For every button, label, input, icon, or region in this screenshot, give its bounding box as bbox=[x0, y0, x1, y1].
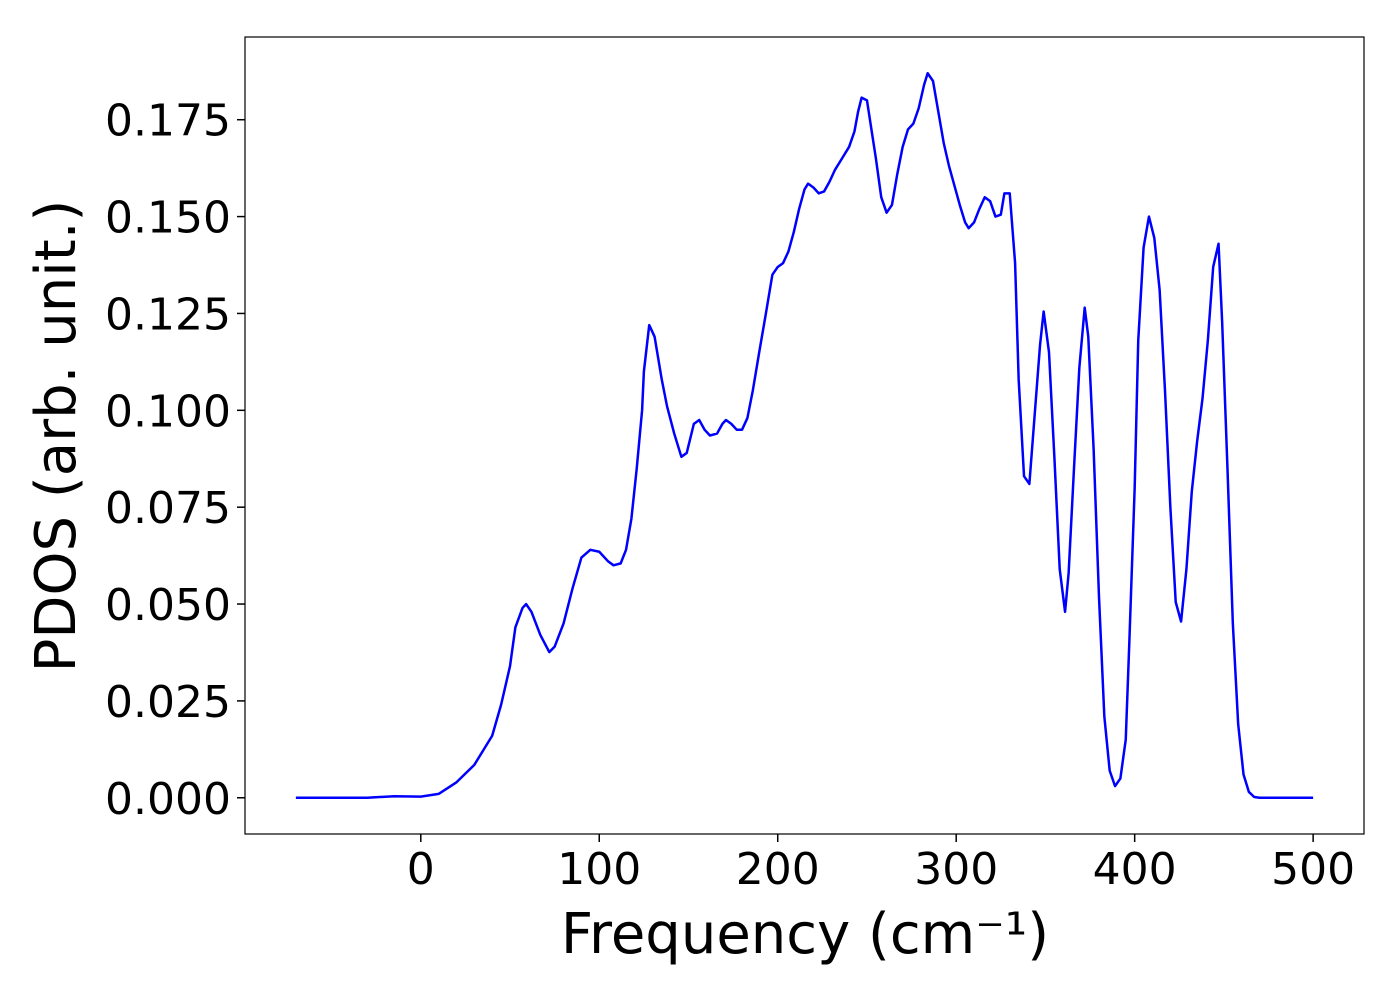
x-tick-label: 200 bbox=[736, 844, 820, 895]
y-tick-label: 0.125 bbox=[105, 289, 231, 340]
data-line bbox=[295, 71, 1314, 800]
x-tick-label: 400 bbox=[1093, 844, 1177, 895]
x-tick-label: 300 bbox=[914, 844, 998, 895]
y-tick-label: 0.100 bbox=[105, 386, 231, 437]
y-axis-label: PDOS (arb. unit.) bbox=[24, 200, 89, 673]
y-tick-label: 0.075 bbox=[105, 483, 231, 534]
x-tick-label: 500 bbox=[1271, 844, 1355, 895]
y-tick-label: 0.175 bbox=[105, 96, 231, 147]
x-tick-label: 0 bbox=[407, 844, 435, 895]
y-tick-label: 0.150 bbox=[105, 193, 231, 244]
y-tick-label: 0.025 bbox=[105, 677, 231, 728]
x-tick-label: 100 bbox=[557, 844, 641, 895]
plot-frame bbox=[244, 36, 1365, 835]
y-tick-label: 0.000 bbox=[105, 774, 231, 825]
y-tick-label: 0.050 bbox=[105, 580, 231, 631]
x-axis-label: Frequency (cm⁻¹) bbox=[561, 902, 1049, 967]
